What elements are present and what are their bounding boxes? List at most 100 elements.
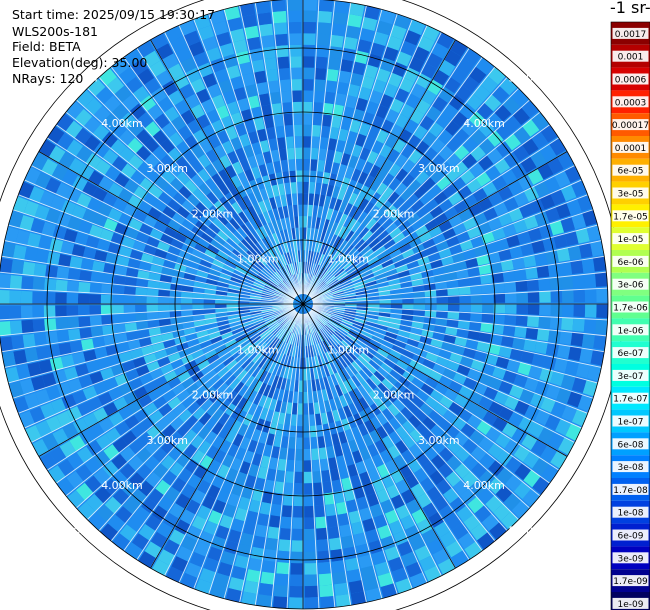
range-gate <box>321 469 332 483</box>
range-gate <box>415 170 430 185</box>
range-gate <box>205 322 219 330</box>
range-gate <box>570 259 584 275</box>
range-gate <box>499 77 518 96</box>
range-gate <box>267 386 276 399</box>
range-gate <box>139 373 154 386</box>
range-gate <box>312 205 318 218</box>
range-gate <box>163 512 180 529</box>
range-gate <box>484 353 499 366</box>
range-gate <box>55 305 67 317</box>
range-gate <box>252 352 263 364</box>
range-gate <box>160 154 175 170</box>
range-gate <box>186 525 203 541</box>
range-gate <box>295 368 300 381</box>
range-gate <box>270 503 282 517</box>
range-gate <box>452 479 469 496</box>
range-gate <box>450 67 468 85</box>
range-gate <box>304 562 318 575</box>
range-gate <box>340 321 353 329</box>
range-gate <box>582 379 598 397</box>
azimuth-line <box>38 303 304 457</box>
ray <box>1 242 296 303</box>
range-gate <box>324 244 333 257</box>
range-gate <box>258 382 268 395</box>
range-gate <box>575 228 590 244</box>
range-gate <box>368 390 380 403</box>
range-gate <box>404 254 417 264</box>
range-gate <box>249 293 262 298</box>
range-gate <box>22 333 36 349</box>
range-gate <box>389 313 402 319</box>
range-gate <box>263 332 274 342</box>
range-gate <box>125 542 144 560</box>
range-gate <box>224 339 237 348</box>
range-gate <box>274 125 285 139</box>
range-gate <box>152 129 168 146</box>
range-gate <box>447 304 460 312</box>
range-gate <box>266 319 278 328</box>
range-gate <box>165 252 178 263</box>
range-gate <box>241 320 253 328</box>
range-gate <box>465 257 479 269</box>
range-gate <box>309 345 315 357</box>
range-gate <box>366 377 378 390</box>
range-gate <box>475 57 494 75</box>
range-gate <box>97 203 113 218</box>
range-gate <box>297 204 303 217</box>
range-gate <box>504 314 517 326</box>
range-gate <box>92 336 106 349</box>
range-gate <box>348 390 359 403</box>
range-gate <box>290 563 303 575</box>
range-gate <box>410 83 426 99</box>
range-gate <box>318 315 328 324</box>
range-gate <box>130 170 146 186</box>
colorbar: 0.00170.0010.00060.00030.000170.00016e-0… <box>610 21 650 610</box>
range-gate <box>281 342 288 355</box>
range-gate <box>224 164 237 179</box>
range-gate <box>493 503 511 521</box>
range-gate <box>411 321 424 329</box>
range-gate <box>127 258 141 270</box>
range-gate <box>215 31 232 47</box>
range-gate <box>417 35 435 52</box>
range-gate <box>356 496 370 511</box>
range-gate <box>176 437 191 453</box>
range-gate <box>61 170 78 187</box>
range-gate <box>192 298 204 304</box>
range-gate <box>252 317 264 324</box>
range-gate <box>114 333 128 344</box>
range-gate <box>334 582 349 596</box>
range-gate <box>314 264 320 276</box>
range-gate <box>207 244 220 255</box>
range-gate <box>196 330 209 339</box>
range-gate <box>203 294 216 300</box>
range-gate <box>275 219 283 232</box>
range-gate <box>35 249 50 264</box>
range-gate <box>306 261 310 274</box>
range-gate <box>240 436 252 451</box>
range-gate <box>412 315 425 323</box>
range-gate <box>469 321 482 331</box>
range-gate <box>56 266 70 280</box>
range-gate <box>394 182 408 196</box>
range-gate <box>5 366 20 383</box>
range-gate <box>324 492 335 505</box>
colorbar-label: 3e-09 <box>618 554 644 564</box>
range-gate <box>343 337 354 348</box>
range-gate <box>316 316 326 326</box>
range-gate <box>197 264 211 274</box>
range-gate <box>264 236 274 248</box>
range-gate <box>530 150 547 168</box>
ray <box>0 289 296 304</box>
range-gate <box>365 587 382 602</box>
range-gate <box>265 283 277 290</box>
range-gate <box>183 429 198 444</box>
range-gate <box>328 280 340 289</box>
range-gate <box>427 252 441 262</box>
range-gate <box>435 317 448 326</box>
range-gate <box>294 380 299 392</box>
ray <box>77 309 298 520</box>
range-gate <box>232 433 244 447</box>
range-gate <box>314 332 321 344</box>
range-gate <box>342 189 353 203</box>
